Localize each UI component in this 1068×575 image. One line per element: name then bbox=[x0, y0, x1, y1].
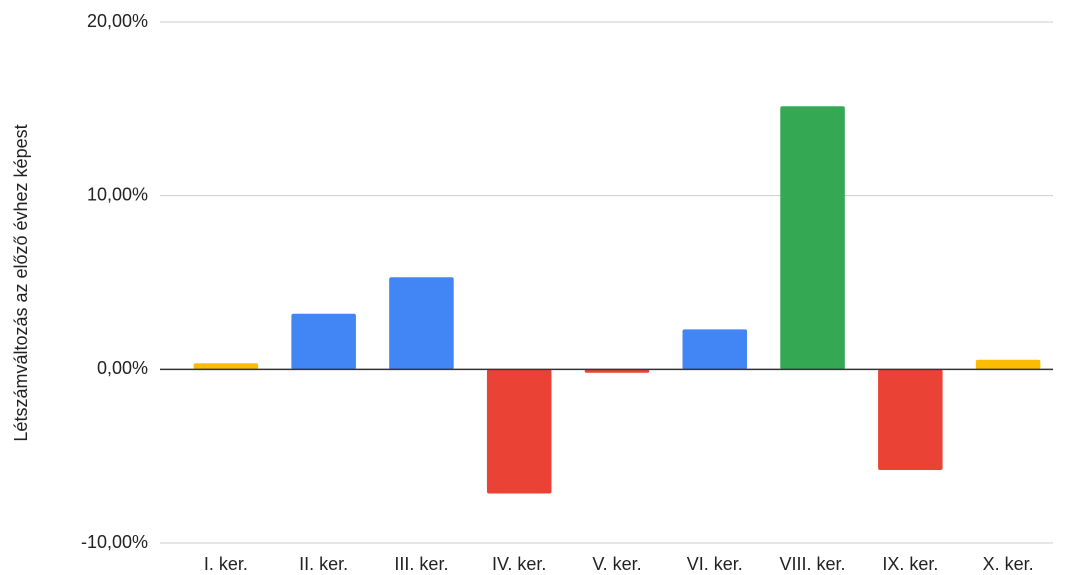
x-tick-label: V. ker. bbox=[592, 554, 641, 574]
x-tick-label: IV. ker. bbox=[492, 554, 546, 574]
bar bbox=[584, 369, 650, 373]
bar bbox=[975, 359, 1041, 370]
y-tick-label: 20,00% bbox=[87, 11, 148, 31]
y-tick-label: 0,00% bbox=[97, 358, 148, 378]
x-tick-label: VIII. ker. bbox=[780, 554, 846, 574]
x-tick-label: IX. ker. bbox=[882, 554, 938, 574]
x-tick-label: II. ker. bbox=[299, 554, 348, 574]
x-tick-label: X. ker. bbox=[983, 554, 1034, 574]
x-tick-label: I. ker. bbox=[204, 554, 248, 574]
bar bbox=[291, 313, 356, 370]
y-tick-label: -10,00% bbox=[81, 532, 148, 552]
y-tick-label: 10,00% bbox=[87, 184, 148, 204]
bar bbox=[682, 329, 748, 370]
y-axis-label: Létszámváltozás az előző évhez képest bbox=[11, 124, 31, 441]
x-tick-label: VI. ker. bbox=[687, 554, 743, 574]
x-tick-label: III. ker. bbox=[394, 554, 448, 574]
bar bbox=[389, 277, 454, 370]
bar bbox=[780, 106, 845, 370]
bar bbox=[878, 369, 943, 471]
bar bbox=[486, 369, 552, 494]
bar bbox=[193, 363, 259, 370]
